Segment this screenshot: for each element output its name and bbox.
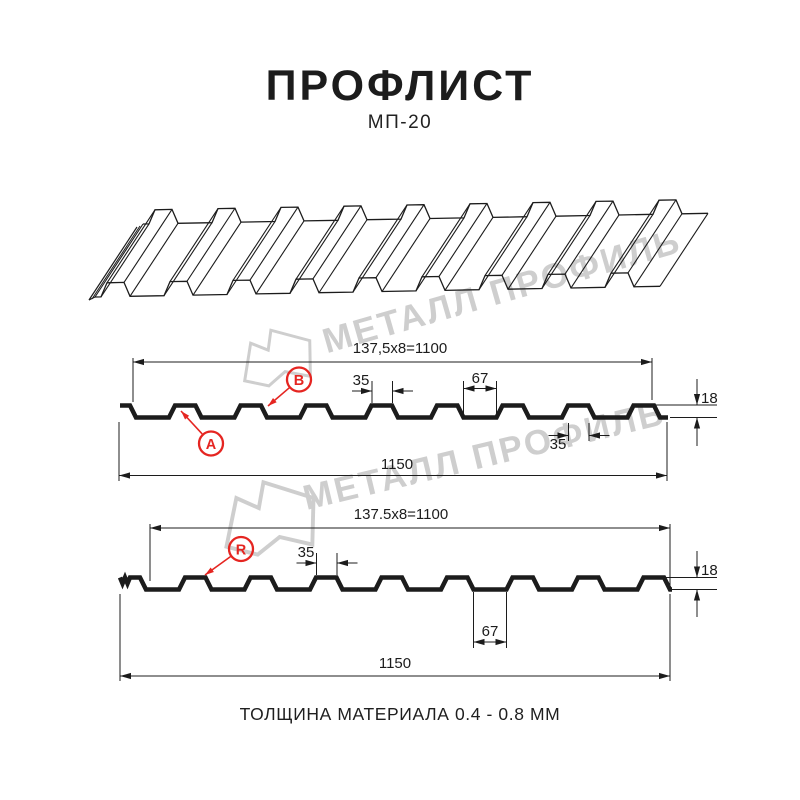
marker-circle [285,366,313,393]
marker-letter: B [294,373,304,389]
arrowhead-icon [392,387,404,395]
dim-module: 137,5x8=1100 [353,340,447,357]
watermark-logo-icon [243,328,312,388]
dim-valley: 67 [482,623,499,640]
profile-outline [117,571,673,592]
sheet-3d-view [88,199,709,301]
rib-edge-line [163,222,213,296]
dim-valley: 67 [472,370,489,387]
watermark-text: МЕТАЛЛ ПРОФИЛЬ [299,393,669,518]
rib-edge-line [375,204,425,278]
rib-edge-line [507,215,557,290]
arrowhead-icon [205,567,214,575]
marker-b: B [267,366,313,407]
sheet-left-hem [88,226,138,301]
marker-a: A [180,410,225,457]
profile-outline [120,403,668,420]
rib-edge-line [226,221,276,295]
rib-edge-line [232,207,282,281]
arrowhead-icon [361,387,372,395]
dim-overall: 1150 [379,655,411,672]
rib-edge-line [633,213,683,288]
rib-edge-line [501,201,551,276]
rib-edge-line [186,207,236,282]
watermark-logo-icon [224,479,316,557]
rib-edge-line [169,208,219,282]
rib-edge-line [318,219,368,294]
marker-circle [197,430,225,457]
arrowhead-icon [150,524,161,532]
rib-edge-line [381,218,431,292]
arrowhead-icon [659,524,670,532]
rib-edge-line [438,203,488,277]
marker-r: R [204,535,255,576]
arrowhead-icon [485,385,497,392]
rib-edge-line [129,223,179,297]
marker-circle [227,535,255,563]
arrowhead-icon [693,566,701,578]
profile-section-back: 137.5x8=1100 35 67 18 1150 R [117,506,718,681]
arrowhead-icon [337,559,348,567]
arrowhead-icon [463,385,475,392]
arrowhead-icon [120,672,131,680]
dim-module: 137.5x8=1100 [354,506,448,523]
arrowhead-icon [119,472,130,479]
rib-edge-line [94,223,144,298]
arrowhead-icon [557,432,569,439]
material-thickness-note: ТОЛЩИНА МАТЕРИАЛА 0.4 - 0.8 ММ [239,704,561,724]
arrowhead-icon [268,398,277,406]
arrowhead-icon [641,358,652,366]
rib-edge-line [570,214,620,289]
rib-edge-line [249,206,299,281]
dim-crest-bottom: 35 [550,436,567,453]
marker-letter: A [206,437,217,453]
rib-edge-line [289,219,339,294]
dim-height: 18 [701,390,718,407]
profile-section-front: 137,5x8=1100 35 67 18 35 1150 A B [118,340,718,481]
arrowhead-icon [693,394,701,405]
rib-edge-line [610,199,660,274]
rib-edge-line [255,220,305,295]
dim-crest-top: 35 [298,544,315,561]
sheet-left-hem [91,225,141,300]
arrowhead-icon [656,472,667,479]
arrowhead-icon [589,432,600,439]
rib-edge-line [415,217,465,292]
rib-edge-line [123,209,173,283]
rib-edge-line [358,204,408,279]
rib-edge-line [541,215,591,289]
rib-edge-line [604,214,654,288]
rib-edge-line [478,216,528,291]
rib-edge-line [295,205,345,280]
rib-edge-line [192,221,242,296]
rib-edge-line [547,201,597,275]
arrowhead-icon [659,672,670,680]
marker-letter: R [236,542,247,558]
rib-edge-line [659,212,709,287]
arrowhead-icon [305,559,317,567]
arrowhead-icon [693,589,701,601]
rib-edge-line [564,200,614,275]
rib-edge-line [352,218,402,293]
arrowhead-icon [693,417,701,429]
page-title: ПРОФЛИСТ [265,62,535,110]
dim-height: 18 [701,562,718,579]
rib-edge-line [100,223,150,298]
rib-edge-line [106,209,156,284]
sheet-back-edge [142,199,709,225]
arrowhead-icon [473,638,485,646]
rib-edge-line [444,217,494,291]
arrowhead-icon [181,411,190,420]
rib-edge-line [627,199,677,274]
dim-crest-top: 35 [353,372,370,389]
rib-edge-line [484,202,534,276]
dim-overall: 1150 [381,456,413,473]
arrowhead-icon [495,638,507,646]
page-subtitle: МП-20 [367,112,433,133]
rib-edge-line [312,205,362,280]
rib-edge-line [421,203,471,278]
arrowhead-icon [133,358,144,366]
